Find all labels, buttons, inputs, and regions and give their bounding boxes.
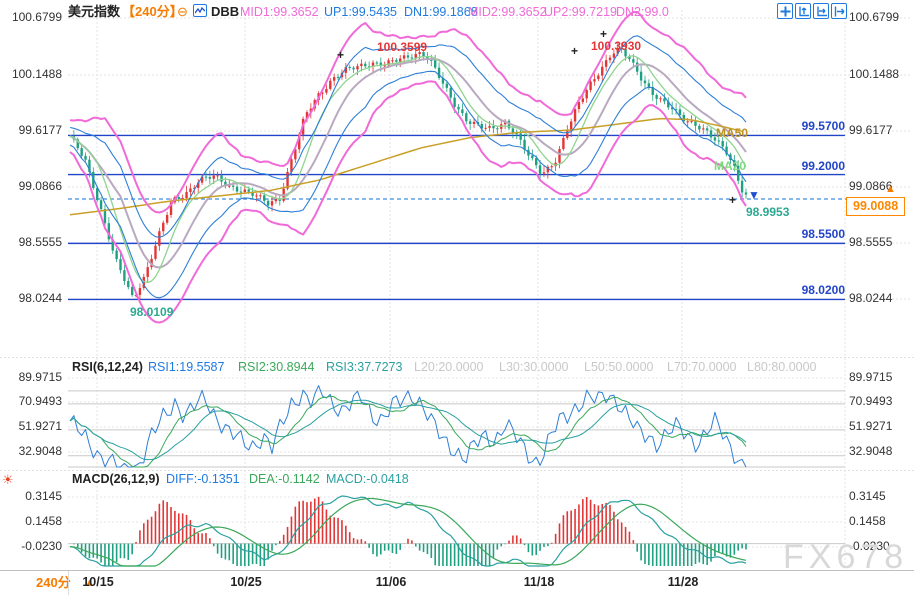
- date-tick-4: 11/28: [667, 575, 699, 589]
- macd-axis-right-2: -0.0230: [849, 539, 890, 553]
- price-axis-right-5: 98.0244: [849, 291, 893, 305]
- macd-axis-left-0: 0.3145: [25, 489, 62, 503]
- high-marker-cross-2: +: [571, 44, 579, 58]
- macd-axis-right-0: 0.3145: [849, 489, 886, 503]
- level-label-99.20[interactable]: 99.2000: [801, 159, 845, 173]
- price-axis-left-1: 100.1488: [11, 67, 62, 81]
- rsi-axis-right-1: 70.9493: [849, 394, 893, 408]
- price-axis-left-2: 99.6177: [18, 123, 62, 137]
- rsi-l30-value: L30:30.0000: [499, 360, 569, 374]
- current-price-box: 99.0088: [846, 197, 906, 216]
- macd-axis-right-1: 0.1458: [849, 514, 886, 528]
- dbb-dn1-value: DN1:99.1868: [404, 5, 478, 19]
- high-marker-cross-3: +: [600, 27, 608, 41]
- rsi-axis-right-0: 89.9715: [849, 370, 893, 384]
- rsi-axis-left-0: 89.9715: [18, 370, 62, 384]
- period-label[interactable]: 【240分】: [122, 4, 183, 19]
- rsi-axis-left-1: 70.9493: [18, 394, 62, 408]
- indicator-name[interactable]: DBB: [211, 4, 240, 19]
- crosshair-move-icon[interactable]: [777, 3, 793, 19]
- price-axis-right-0: 100.6799: [849, 10, 900, 24]
- dbb-mid1-value: MID1:99.3652: [240, 5, 319, 19]
- price-axis-right-1: 100.1488: [849, 67, 900, 81]
- rsi1-value: RSI1:19.5587: [148, 360, 225, 374]
- fx678-watermark: FX678: [783, 538, 909, 576]
- rsi-l20-value: L20:20.0000: [414, 360, 484, 374]
- low-marker-cross: +: [729, 193, 737, 207]
- last-low-annotation: 98.9953: [746, 205, 790, 219]
- rsi-indicator-name[interactable]: RSI(6,12,24): [72, 360, 143, 374]
- date-tick-3: 11/18: [523, 575, 555, 589]
- price-axis-left-3: 99.0866: [18, 179, 62, 193]
- price-axis-left-5: 98.0244: [18, 291, 62, 305]
- rsi-axis-right-2: 51.9271: [849, 419, 893, 433]
- price-axis-right-4: 98.5555: [849, 235, 893, 249]
- macd-dea-value: DEA:-0.1142: [249, 472, 320, 486]
- sell-arrow-icon: ▼: [748, 188, 760, 202]
- price-marker-arrow-icon: ▲: [885, 183, 896, 195]
- high-marker-cross-1: +: [337, 48, 345, 62]
- rsi-axis-right-3: 32.9048: [849, 444, 893, 458]
- zoom-x-axis-icon[interactable]: [813, 3, 829, 19]
- price-axis-right-3: 99.0866: [849, 179, 893, 193]
- line-chart-icon[interactable]: [193, 4, 207, 17]
- date-tick-0: 10/15: [82, 575, 114, 589]
- sun-icon[interactable]: ☀: [2, 472, 14, 487]
- macd-axis-left-2: -0.0230: [21, 539, 62, 553]
- axis-divider: [68, 571, 69, 595]
- level-label-98.55[interactable]: 98.5500: [801, 227, 845, 241]
- symbol-title: 美元指数: [68, 4, 121, 19]
- peak1-annotation: 100.3599: [377, 40, 428, 54]
- dbb-up1-value: UP1:99.5435: [324, 5, 397, 19]
- macd-diff-value: DIFF:-0.1351: [166, 472, 240, 486]
- ma20-label: MA20: [714, 159, 747, 173]
- level-label-98.02[interactable]: 98.0200: [801, 283, 845, 297]
- ma50-label: MA50: [716, 126, 749, 140]
- low-annotation: 98.0109: [130, 305, 174, 319]
- dbb-mid2-value: MID2:99.3652: [468, 5, 547, 19]
- pan-right-icon[interactable]: [831, 3, 847, 19]
- date-tick-2: 11/06: [375, 575, 407, 589]
- dbb-dn2-value: DN2:99.0: [616, 5, 669, 19]
- price-axis-left-4: 98.5555: [18, 235, 62, 249]
- rsi-axis-left-3: 32.9048: [18, 444, 62, 458]
- macd-macd-value: MACD:-0.0418: [326, 472, 409, 486]
- macd-axis-left-1: 0.1458: [25, 514, 62, 528]
- peak2-annotation: 100.3930: [591, 39, 642, 53]
- zoom-y-axis-icon[interactable]: [795, 3, 811, 19]
- time-axis-bar: 240分 ▲ 10/15 10/25 11/06 11/18 11/28: [0, 570, 914, 595]
- price-axis-right-2: 99.6177: [849, 123, 893, 137]
- rsi2-value: RSI2:30.8944: [238, 360, 315, 374]
- rsi-l80-value: L80:80.0000: [747, 360, 817, 374]
- price-axis-left-0: 100.6799: [11, 10, 62, 24]
- macd-indicator-name[interactable]: MACD(26,12,9): [72, 472, 160, 486]
- timeframe-arrow-icon[interactable]: ▲: [84, 577, 95, 589]
- rsi-l70-value: L70:70.0000: [667, 360, 737, 374]
- rsi-axis-left-2: 51.9271: [18, 419, 62, 433]
- rsi3-value: RSI3:37.7273: [326, 360, 403, 374]
- date-tick-1: 10/25: [230, 575, 262, 589]
- timeframe-button[interactable]: 240分: [36, 575, 71, 590]
- dbb-up2-value: UP2:99.7219: [544, 5, 617, 19]
- level-label-99.57[interactable]: 99.5700: [801, 119, 845, 133]
- collapse-indicator-icon[interactable]: ⊖: [177, 4, 188, 19]
- rsi-l50-value: L50:50.0000: [584, 360, 654, 374]
